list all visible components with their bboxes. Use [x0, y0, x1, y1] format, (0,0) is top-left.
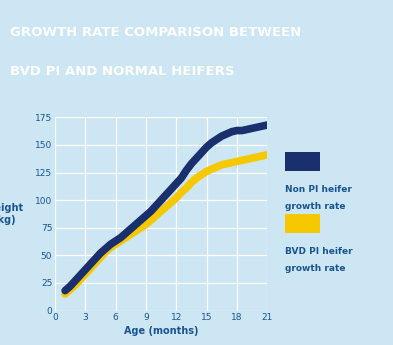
Text: growth rate: growth rate [285, 202, 345, 211]
Text: BVD PI AND NORMAL HEIFERS: BVD PI AND NORMAL HEIFERS [10, 65, 234, 78]
Y-axis label: Weight
(kg): Weight (kg) [0, 203, 24, 225]
FancyBboxPatch shape [285, 214, 320, 233]
Text: GROWTH RATE COMPARISON BETWEEN: GROWTH RATE COMPARISON BETWEEN [10, 26, 301, 39]
Text: Non PI heifer: Non PI heifer [285, 185, 351, 194]
Text: growth rate: growth rate [285, 264, 345, 273]
FancyBboxPatch shape [285, 152, 320, 171]
Text: BVD PI heifer: BVD PI heifer [285, 247, 352, 256]
X-axis label: Age (months): Age (months) [124, 326, 198, 336]
